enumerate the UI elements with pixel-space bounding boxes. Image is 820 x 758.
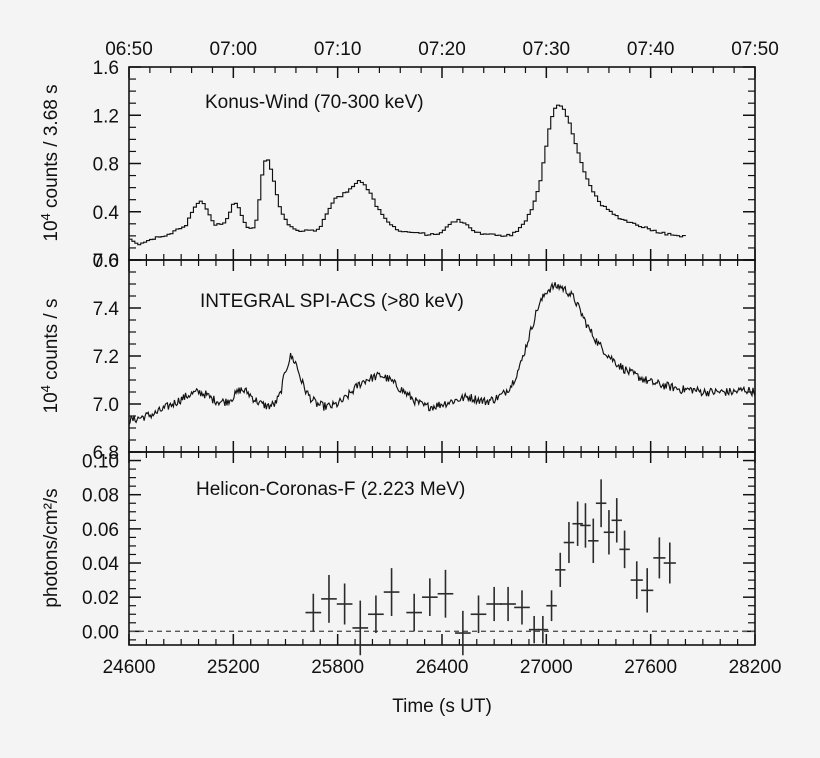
data-point-errorbar	[305, 593, 322, 632]
bottom-axis-tick-label: 25800	[311, 657, 364, 678]
data-point-errorbar	[537, 615, 549, 644]
panel-helicon-coronas-f: 0.00 0.02 0.04 0.06 0.08 0.10	[82, 451, 756, 656]
ylabel-helicon-coronas-f: photons/cm²/s	[41, 488, 62, 607]
ylabel-helicon-text: photons/cm²/s	[41, 488, 62, 607]
data-point-errorbar	[406, 593, 423, 632]
ylabel-integral-spi-acs: 104 counts / s	[38, 299, 62, 414]
ylabel-konus-base: 10	[41, 220, 62, 241]
data-point-errorbar	[611, 498, 622, 543]
svg-text:104 counts / s: 104 counts / s	[38, 299, 62, 414]
y-axis-tick-label: 7.0	[93, 395, 119, 416]
y-axis-tick-label: 0.08	[82, 486, 119, 507]
panel-title-helicon-coronas-f: Helicon-Coronas-F (2.223 MeV)	[196, 479, 465, 500]
top-axis-tick-label: 06:50	[105, 39, 153, 60]
data-point-errorbar	[336, 583, 353, 625]
ylabel-konus-wind: 104 counts / 3.68 s	[38, 84, 62, 241]
top-axis-tick-label: 07:30	[523, 39, 571, 60]
data-point-errorbar	[500, 586, 516, 622]
data-point-errorbar	[546, 590, 557, 622]
svg-text:104 counts / 3.68 s: 104 counts / 3.68 s	[38, 84, 62, 241]
top-time-axis: 06:50 07:00 07:10 07:20 07:30 07:40 07:50	[105, 39, 779, 78]
panel-title-integral-spi-acs: INTEGRAL SPI-ACS (>80 keV)	[200, 291, 464, 312]
data-point-errorbar	[422, 578, 438, 616]
y-axis-tick-label: 0.0	[93, 251, 119, 272]
data-point-errorbar	[630, 561, 643, 599]
top-axis-tick-label: 07:20	[418, 39, 466, 60]
ylabel-konus-rest: counts / 3.68 s	[41, 84, 62, 213]
konus-wind-lightcurve	[129, 104, 687, 246]
y-axis-tick-label: 7.4	[93, 299, 120, 320]
y-axis-tick-label: 1.6	[93, 58, 119, 79]
data-point-errorbar	[555, 552, 566, 587]
bottom-time-axis: 24600 25200 25800 26400 27000 27600 28200	[103, 634, 782, 678]
data-point-errorbar	[588, 518, 599, 564]
bottom-axis-tick-label: 28200	[729, 657, 782, 678]
y-axis-tick-label: 0.8	[93, 155, 119, 176]
data-point-errorbar	[352, 600, 369, 656]
data-point-errorbar	[321, 574, 337, 623]
y-axis-tick-label: 7.6	[93, 251, 119, 272]
bottom-axis-tick-label: 27600	[624, 657, 677, 678]
data-point-errorbar	[603, 510, 615, 555]
bottom-axis-tick-label: 24600	[103, 657, 156, 678]
bottom-axis-tick-label: 27000	[520, 657, 573, 678]
bottom-axis-tick-label: 26400	[416, 657, 469, 678]
top-axis-tick-label: 07:10	[314, 39, 362, 60]
data-point-errorbar	[641, 568, 654, 613]
data-point-errorbar	[572, 501, 583, 546]
top-axis-tick-label: 07:50	[731, 39, 779, 60]
data-point-errorbar	[486, 586, 502, 622]
y-axis-tick-label: 0.04	[82, 554, 119, 575]
ylabel-spiacs-base: 10	[41, 392, 62, 413]
data-point-errorbar	[619, 530, 630, 569]
ylabel-konus-exponent: 4	[38, 213, 53, 220]
data-point-errorbar	[595, 479, 607, 528]
panel-title-konus-wind: Konus-Wind (70-300 keV)	[205, 92, 424, 113]
y-axis-tick-label: 0.00	[82, 622, 119, 643]
ylabel-spiacs-rest: counts / s	[41, 299, 62, 386]
data-point-errorbar	[580, 503, 591, 548]
data-point-errorbar	[663, 542, 676, 584]
y-axis-tick-label: 0.10	[82, 452, 119, 473]
data-point-errorbar	[368, 595, 384, 634]
integral-spi-acs-lightcurve	[128, 281, 756, 425]
ylabel-spiacs-exponent: 4	[38, 385, 53, 392]
bottom-axis-tick-label: 25200	[207, 657, 260, 678]
data-point-errorbar	[455, 610, 471, 656]
top-axis-tick-label: 07:40	[627, 39, 675, 60]
data-point-errorbar	[437, 569, 454, 618]
xlabel-time: Time (s UT)	[392, 696, 492, 717]
y-axis-tick-label: 1.2	[93, 106, 119, 127]
data-point-errorbar	[563, 522, 575, 564]
y-axis-tick-label: 0.4	[93, 203, 120, 224]
data-point-errorbar	[653, 537, 666, 579]
y-axis-tick-label: 6.8	[93, 443, 119, 464]
data-point-errorbar	[514, 590, 530, 625]
top-axis-tick-label: 07:00	[210, 39, 258, 60]
y-axis-tick-label: 0.06	[82, 520, 119, 541]
data-point-errorbar	[383, 568, 400, 616]
data-point-errorbar	[470, 595, 487, 634]
y-axis-tick-label: 7.2	[93, 347, 119, 368]
y-axis-tick-label: 0.02	[82, 588, 119, 609]
